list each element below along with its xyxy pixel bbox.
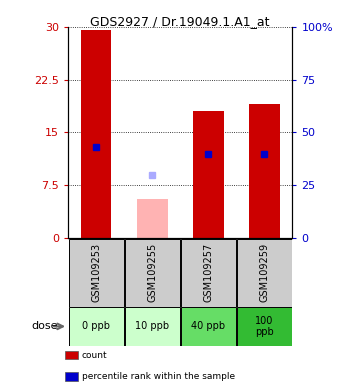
Bar (181, 307, 236, 346)
Text: GSM109253: GSM109253 (91, 243, 101, 302)
Text: count: count (82, 351, 107, 360)
Text: 100
ppb: 100 ppb (255, 316, 274, 337)
Bar (137, 199, 168, 238)
Bar (237, 307, 292, 346)
Bar (237, 239, 292, 306)
Bar (69, 239, 123, 306)
Text: 10 ppb: 10 ppb (135, 321, 169, 331)
Bar (181, 239, 236, 306)
Bar (249, 104, 280, 238)
Text: 0 ppb: 0 ppb (82, 321, 110, 331)
Text: GSM109257: GSM109257 (203, 243, 213, 302)
Text: 40 ppb: 40 ppb (191, 321, 225, 331)
Text: dose: dose (31, 321, 58, 331)
Bar (69, 307, 123, 346)
Bar (125, 239, 180, 306)
Bar (125, 307, 180, 346)
Bar (193, 111, 224, 238)
Text: GDS2927 / Dr.19049.1.A1_at: GDS2927 / Dr.19049.1.A1_at (90, 15, 270, 28)
Bar (81, 30, 112, 238)
Text: GSM109255: GSM109255 (147, 243, 157, 302)
Text: percentile rank within the sample: percentile rank within the sample (82, 372, 235, 381)
Text: GSM109259: GSM109259 (259, 243, 269, 302)
